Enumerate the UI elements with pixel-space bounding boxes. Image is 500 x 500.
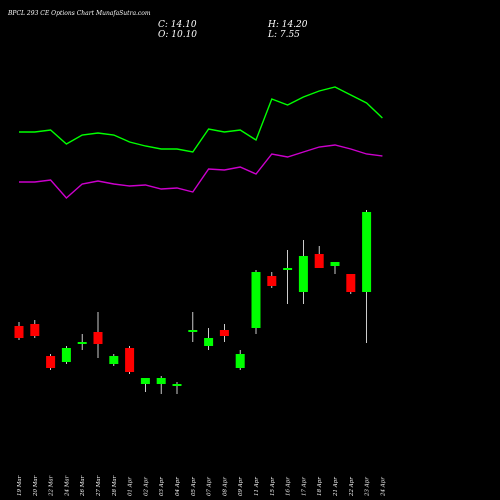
candle-up [204, 338, 214, 346]
x-tick-label: 05 Apr [191, 477, 197, 496]
upper-indicator-line [19, 86, 383, 153]
x-tick-label: 28 Mar [112, 475, 118, 497]
x-tick-label: 04 Apr [175, 477, 181, 496]
candle-down [125, 348, 135, 372]
x-tick-label: 22 Apr [349, 477, 355, 497]
x-tick-label: 22 Mar [49, 475, 55, 497]
candle-down [314, 254, 324, 268]
candle-up [172, 384, 182, 386]
candle-up [251, 272, 261, 328]
x-tick-label: 01 Apr [128, 477, 134, 496]
x-tick-label: 23 Apr [365, 477, 371, 497]
candle-up [298, 256, 308, 292]
candle-up [330, 262, 340, 266]
x-tick-label: 15 Apr [270, 477, 276, 496]
candle-down [93, 332, 103, 344]
candle-up [362, 212, 372, 292]
candle-up [140, 378, 150, 384]
x-tick-label: 27 Mar [96, 475, 102, 497]
low-value: L: 7.55 [268, 30, 300, 40]
x-tick-label: 21 Apr [333, 477, 339, 497]
x-tick-label: 24 Apr [380, 477, 386, 497]
candle-down [346, 274, 356, 292]
x-tick-label: 18 Apr [317, 477, 323, 496]
x-tick-label: 20 Mar [33, 475, 39, 497]
chart-title: BPCL 293 CE Options Chart MunafaSutra.co… [8, 10, 151, 17]
candle-down [267, 276, 277, 286]
x-tick-label: 24 Mar [64, 475, 70, 497]
x-tick-label: 11 Apr [254, 477, 260, 496]
candle-down [14, 326, 24, 338]
candle-up [109, 356, 119, 364]
candle-up [77, 342, 87, 344]
x-tick-label: 26 Mar [80, 475, 86, 497]
close-value: C: 14.10 [158, 20, 197, 30]
x-tick-label: 07 Apr [207, 477, 213, 496]
candle-up [188, 330, 198, 332]
open-value: O: 10.10 [158, 30, 198, 40]
high-value: H: 14.20 [268, 20, 308, 30]
candle-down [30, 324, 40, 336]
x-tick-label: 19 Mar [17, 475, 23, 496]
x-tick-label: 08 Apr [222, 477, 228, 496]
candle-up [156, 378, 166, 384]
x-tick-label: 17 Apr [301, 477, 307, 496]
candle-up [235, 354, 245, 368]
x-tick-label: 16 Apr [286, 477, 292, 496]
candle-up [61, 348, 71, 362]
x-tick-label: 02 Apr [143, 477, 149, 496]
candle-down [219, 330, 229, 336]
lower-indicator-line [19, 144, 383, 199]
x-tick-label: 09 Apr [238, 477, 244, 496]
candle-down [46, 356, 56, 368]
x-tick-label: 03 Apr [159, 477, 165, 496]
candle-up [283, 268, 293, 270]
